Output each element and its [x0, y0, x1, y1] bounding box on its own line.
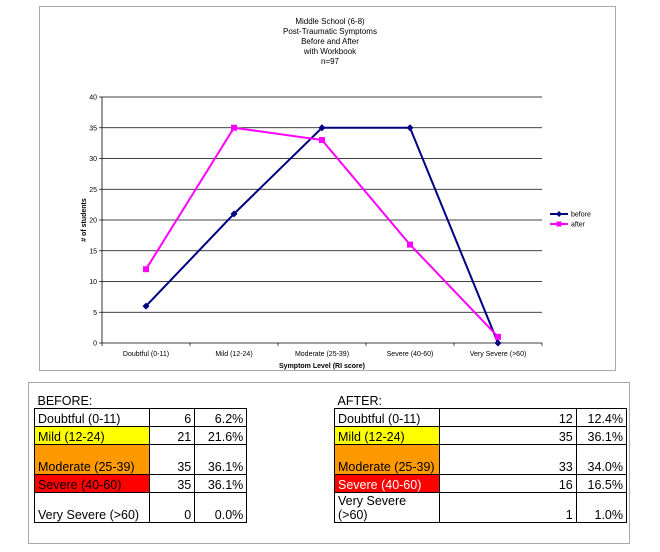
legend-label-before: before — [571, 212, 591, 219]
after-count-cell: 12 — [438, 408, 577, 427]
x-tick-label: Severe (40-60) — [387, 351, 434, 358]
before-percent-cell: 36.1% — [194, 444, 248, 475]
legend-label-after: after — [571, 222, 586, 229]
y-tick-label: 25 — [89, 187, 97, 194]
data-point-after — [407, 241, 413, 248]
legend-marker-after — [556, 221, 562, 227]
x-axis-label: Symptom Level (RI score) — [279, 363, 365, 370]
chart-title-line: Middle School (6-8) — [295, 17, 365, 26]
chart-title-line: Post-Traumatic Symptoms — [283, 27, 377, 36]
after-symptom-level-label: Severe (40-60) — [334, 474, 440, 493]
y-tick-label: 10 — [89, 279, 97, 286]
before-table-row: Doubtful (0-11) 6 6.2% — [33, 408, 331, 427]
before-heading: BEFORE: — [37, 394, 93, 408]
data-point-after — [495, 333, 501, 340]
after-count-cell: 1 — [438, 492, 577, 523]
after-count-cell: 35 — [438, 426, 577, 445]
chart-title-line: with Workbook — [303, 47, 357, 56]
before-percent-cell: 6.2% — [194, 408, 248, 427]
data-point-after — [231, 124, 237, 131]
after-symptom-level-label: Doubtful (0-11) — [334, 408, 440, 427]
y-tick-label: 30 — [89, 156, 97, 163]
after-table-row: Moderate (25-39) 33 34.0% — [334, 444, 628, 475]
before-percent-cell: 21.6% — [194, 426, 248, 445]
data-point-before — [318, 124, 326, 132]
legend-marker-before — [556, 211, 562, 217]
after-percent-cell: 34.0% — [575, 444, 628, 475]
after-count-cell: 33 — [438, 444, 577, 475]
x-tick-label: Very Severe (>60) — [470, 351, 527, 358]
y-tick-label: 20 — [89, 218, 97, 225]
after-percent-cell: 1.0% — [575, 492, 628, 523]
table-spacer — [247, 493, 330, 523]
data-point-before — [406, 124, 414, 132]
after-symptom-level-label: Very Severe (>60) — [334, 492, 440, 523]
after-table-row: Very Severe (>60) 1 1.0% — [334, 492, 628, 523]
before-percent-cell: 0.0% — [194, 492, 248, 523]
y-tick-label: 15 — [89, 248, 97, 255]
y-tick-label: 35 — [89, 125, 97, 132]
before-count-cell: 35 — [149, 474, 196, 493]
before-table-row: Mild (12-24) 21 21.6% — [33, 426, 331, 445]
y-tick-label: 0 — [93, 341, 97, 348]
chart-title-line: Before and After — [301, 37, 359, 46]
series-line-after — [145, 126, 499, 338]
table-spacer — [247, 409, 330, 427]
after-percent-cell: 36.1% — [575, 426, 628, 445]
series-line-before — [145, 126, 499, 344]
before-table-row: Very Severe (>60) 0 0.0% — [33, 492, 331, 523]
x-tick-label: Mild (12-24) — [215, 351, 252, 358]
chart-title-line: n=97 — [321, 57, 340, 66]
after-table: AFTER: Doubtful (0-11) 12 12.4% Mild (12-24… — [334, 393, 628, 523]
before-percent-cell: 36.1% — [194, 474, 248, 493]
after-count-cell: 16 — [438, 474, 577, 493]
before-table-row: Moderate (25-39) 35 36.1% — [33, 444, 331, 475]
results-table-panel: BEFORE: Doubtful (0-11) 6 6.2% Mild (12-24)… — [28, 382, 630, 544]
after-percent-cell: 12.4% — [575, 408, 628, 427]
before-symptom-level-label: Severe (40-60) — [33, 474, 151, 493]
after-table-row: Severe (40-60) 16 16.5% — [334, 474, 628, 493]
table-spacer — [247, 427, 330, 445]
table-spacer — [247, 475, 330, 493]
before-table: BEFORE: Doubtful (0-11) 6 6.2% Mild (12-24)… — [33, 393, 331, 523]
data-point-after — [143, 266, 149, 273]
before-count-cell: 21 — [149, 426, 196, 445]
data-point-before — [230, 210, 238, 218]
table-spacer — [247, 445, 330, 475]
chart-area: Middle School (6-8) Post-Traumatic Sympto… — [39, 6, 616, 371]
x-tick-label: Moderate (25-39) — [295, 351, 349, 358]
after-percent-cell: 16.5% — [575, 474, 628, 493]
line-chart: Middle School (6-8)Post-Traumatic Sympto… — [81, 17, 591, 370]
before-count-cell: 35 — [149, 444, 196, 475]
before-symptom-level-label: Very Severe (>60) — [33, 492, 151, 523]
x-tick-label: Doubtful (0-11) — [123, 351, 169, 358]
after-table-row: Mild (12-24) 35 36.1% — [334, 426, 628, 445]
before-count-cell: 0 — [149, 492, 196, 523]
y-tick-label: 5 — [93, 310, 97, 317]
data-point-after — [319, 137, 325, 144]
data-point-before — [494, 339, 502, 347]
data-point-before — [142, 302, 150, 310]
before-symptom-level-label: Moderate (25-39) — [33, 444, 151, 475]
y-axis-label: # of students — [81, 198, 88, 242]
before-table-row: Severe (40-60) 35 36.1% — [33, 474, 331, 493]
y-tick-label: 40 — [89, 95, 97, 102]
after-heading: AFTER: — [337, 394, 382, 408]
before-count-cell: 6 — [149, 408, 196, 427]
after-table-row: Doubtful (0-11) 12 12.4% — [334, 408, 628, 427]
before-symptom-level-label: Mild (12-24) — [33, 426, 151, 445]
after-symptom-level-label: Mild (12-24) — [334, 426, 440, 445]
before-symptom-level-label: Doubtful (0-11) — [33, 408, 151, 427]
after-symptom-level-label: Moderate (25-39) — [334, 444, 440, 475]
